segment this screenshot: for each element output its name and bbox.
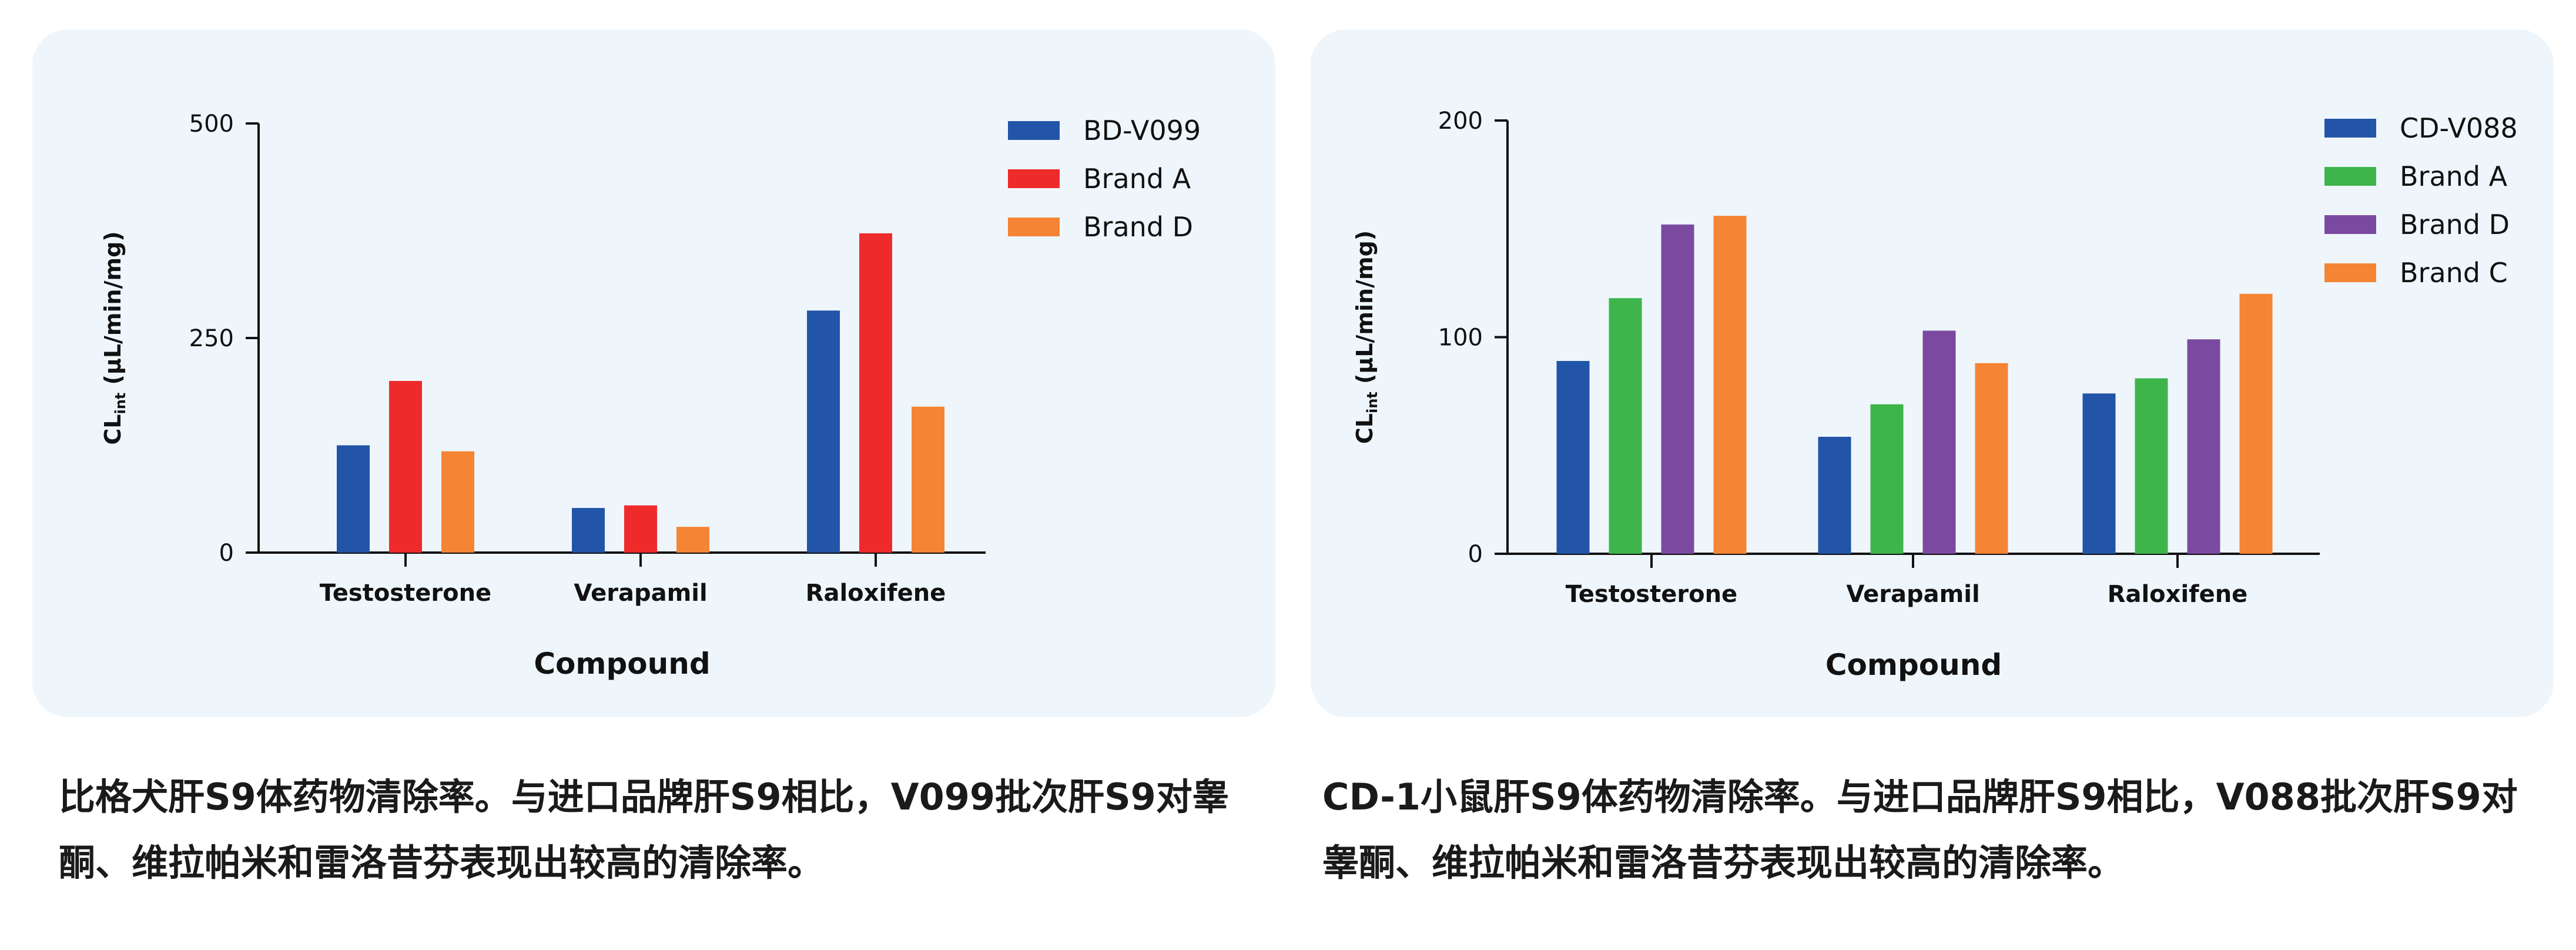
x-category-label: Raloxifene <box>2108 581 2248 608</box>
legend-swatch <box>1008 121 1060 140</box>
legend-swatch <box>2324 167 2376 186</box>
y-tick-label: 0 <box>219 540 234 567</box>
bar-brand-c-verapamil <box>1975 363 2008 554</box>
y-axis-title: CLint (µL/min/mg) <box>1352 230 1381 444</box>
bar-brand-c-testosterone <box>1713 216 1747 554</box>
bar-brand-c-raloxifene <box>2239 293 2273 554</box>
chart-panel-right: 0 100 200 Testosterone Verapamil Raloxifene Co… <box>1311 29 2554 717</box>
bar-bd-v099-raloxifene <box>807 310 840 553</box>
caption-right: CD-1小鼠肝S9体药物清除率。与进口品牌肝S9相比，V088批次肝S9对睾酮、… <box>1322 775 2518 884</box>
chart-panel-left: 0 250 500 Testosterone Verapamil Raloxifene Co… <box>32 29 1275 717</box>
y-tick-label: 250 <box>189 325 234 352</box>
bar-brand-d-testosterone <box>1661 224 1694 554</box>
legend-swatch <box>2324 263 2376 282</box>
legend-swatch <box>2324 215 2376 234</box>
bar-brand-a-raloxifene <box>2135 378 2168 554</box>
bar-brand-d-verapamil <box>1922 330 1956 554</box>
legend-label: BD-V099 <box>1083 115 1201 146</box>
legend-label: Brand A <box>2400 160 2508 192</box>
legend-label: Brand D <box>2400 209 2510 240</box>
legend-swatch <box>1008 169 1060 188</box>
bar-bd-v099-testosterone <box>337 445 370 553</box>
x-category-label: Raloxifene <box>806 580 946 607</box>
x-category-label: Testosterone <box>320 580 491 607</box>
bar-cd-v088-testosterone <box>1556 361 1590 554</box>
bar-brand-a-raloxifene <box>859 233 892 553</box>
bar-brand-a-verapamil <box>1870 404 1904 554</box>
bar-brand-d-raloxifene <box>912 406 944 553</box>
x-axis-title: Compound <box>1825 648 2002 682</box>
legend-swatch <box>1008 218 1060 236</box>
bar-cd-v088-verapamil <box>1818 437 1851 554</box>
bar-cd-v088-raloxifene <box>2082 393 2116 554</box>
bar-chart-dog-liver-s9: 0 250 500 Testosterone Verapamil Raloxifene Co… <box>100 111 1201 681</box>
x-category-label: Testosterone <box>1566 581 1737 608</box>
bar-brand-d-raloxifene <box>2187 339 2220 554</box>
x-axis-title: Compound <box>534 647 710 681</box>
y-tick-label: 200 <box>1438 108 1483 135</box>
legend-label: Brand D <box>1083 211 1193 243</box>
x-category-label: Verapamil <box>574 580 707 607</box>
legend-label: Brand A <box>1083 163 1191 195</box>
y-axis-title: CLint (µL/min/mg) <box>100 231 129 444</box>
bar-brand-d-verapamil <box>676 527 709 553</box>
bar-chart-mouse-liver-s9: 0 100 200 Testosterone Verapamil Raloxifene Co… <box>1352 108 2518 682</box>
bar-brand-d-testosterone <box>441 451 474 553</box>
y-tick-label: 0 <box>1468 541 1483 568</box>
bar-bd-v099-verapamil <box>572 508 605 553</box>
legend-swatch <box>2324 119 2376 138</box>
bar-brand-a-testosterone <box>1609 298 1642 554</box>
legend-label: CD-V088 <box>2400 112 2518 144</box>
y-tick-label: 500 <box>189 111 234 138</box>
caption-left: 比格犬肝S9体药物清除率。与进口品牌肝S9相比，V099批次肝S9对睾酮、维拉帕… <box>59 775 1229 884</box>
legend-label: Brand C <box>2400 257 2508 289</box>
bar-brand-a-testosterone <box>389 381 422 553</box>
bar-brand-a-verapamil <box>624 505 657 553</box>
y-tick-label: 100 <box>1438 325 1483 352</box>
x-category-label: Verapamil <box>1846 581 1979 608</box>
